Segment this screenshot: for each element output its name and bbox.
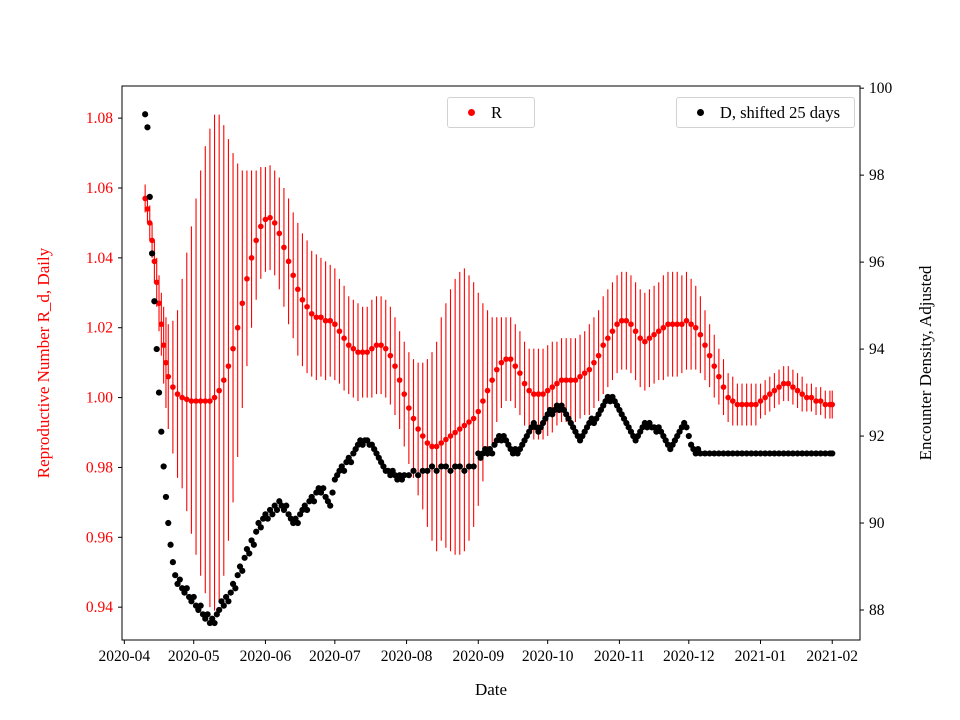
right-axis-title: Encounter Density, Adjusted bbox=[916, 265, 935, 461]
x-tick-label: 2020-07 bbox=[309, 648, 361, 665]
right-tick-label: 88 bbox=[869, 602, 885, 619]
x-axis-title: Date bbox=[474, 680, 508, 699]
x-tick-label: 2021-02 bbox=[806, 648, 858, 665]
x-tick-label: 2020-06 bbox=[240, 648, 292, 665]
left-axis-ticks: 0.94 0.96 0.98 1.00 1.02 1.04 1.06 1.08 bbox=[86, 110, 122, 616]
x-tick-label: 2020-04 bbox=[98, 648, 150, 665]
left-tick-label: 1.02 bbox=[86, 320, 113, 337]
x-tick-label: 2021-01 bbox=[735, 648, 787, 665]
plot-frame bbox=[121, 85, 861, 641]
left-tick-label: 1.00 bbox=[86, 390, 113, 407]
x-tick-label: 2020-08 bbox=[381, 648, 433, 665]
left-tick-label: 1.08 bbox=[86, 110, 113, 127]
x-tick-label: 2020-10 bbox=[522, 648, 574, 665]
right-tick-label: 94 bbox=[869, 341, 885, 358]
right-tick-label: 98 bbox=[869, 167, 885, 184]
legend-r-label: R bbox=[491, 102, 503, 122]
right-tick-label: 92 bbox=[869, 428, 885, 445]
legend-d: D, shifted 25 days bbox=[675, 97, 855, 128]
left-tick-label: 0.96 bbox=[86, 529, 113, 546]
left-tick-label: 1.04 bbox=[86, 250, 113, 267]
series-1-right bbox=[142, 111, 836, 627]
right-tick-label: 90 bbox=[869, 515, 885, 532]
x-tick-label: 2020-12 bbox=[663, 648, 715, 665]
right-tick-label: 96 bbox=[869, 254, 885, 271]
x-axis-ticks: 2020-04 2020-05 2020-06 2020-07 2020-08 2020-… bbox=[98, 640, 858, 665]
x-tick-label: 2020-09 bbox=[452, 648, 504, 665]
left-tick-label: 0.98 bbox=[86, 459, 113, 476]
left-tick-label: 0.94 bbox=[86, 599, 113, 616]
left-tick-label: 1.06 bbox=[86, 180, 113, 197]
legend-r-marker-icon bbox=[468, 109, 475, 116]
legend-d-marker-icon bbox=[696, 109, 704, 116]
left-axis-title: Reproductive Number R_d, Daily bbox=[34, 247, 53, 479]
right-axis-ticks: 88 90 92 94 96 98 100 bbox=[860, 80, 893, 619]
legend-r: R bbox=[447, 97, 535, 128]
right-tick-label: 100 bbox=[869, 80, 893, 97]
series-0-left bbox=[142, 114, 836, 611]
legend-d-label: D, shifted 25 days bbox=[719, 102, 840, 122]
x-tick-label: 2020-11 bbox=[594, 648, 645, 665]
x-tick-label: 2020-05 bbox=[168, 648, 220, 665]
